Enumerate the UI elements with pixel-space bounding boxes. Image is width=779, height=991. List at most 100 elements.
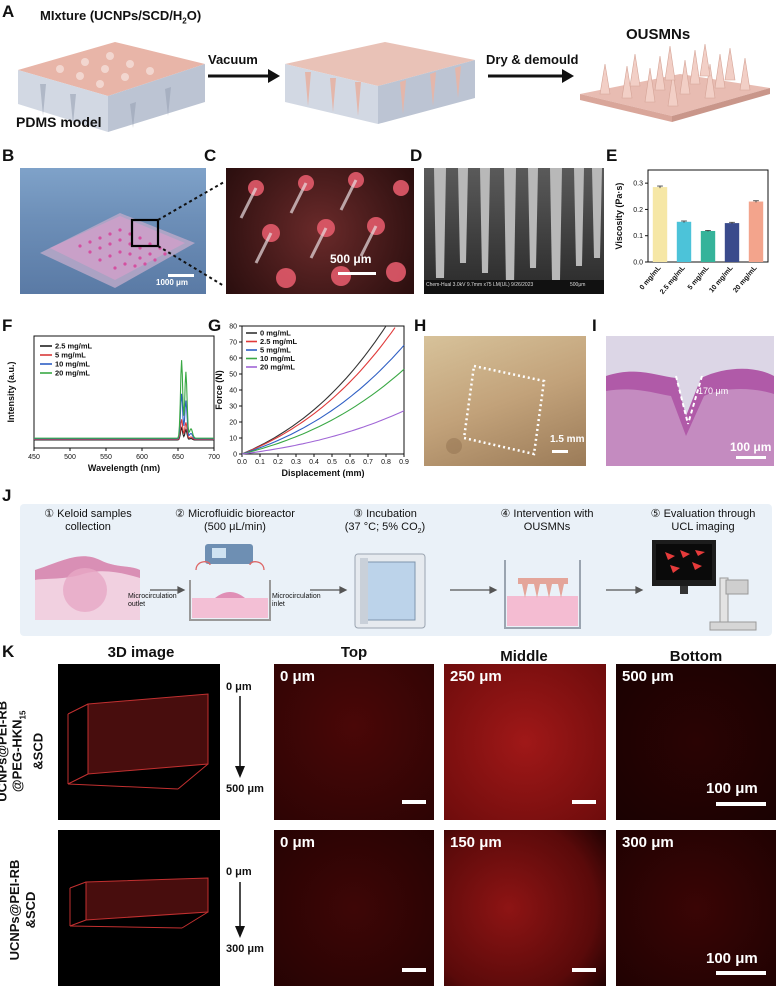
legend-label: 2.5 mg/mL	[55, 342, 93, 351]
y-tick-label: 0	[233, 452, 237, 459]
x-axis-label: Displacement (mm)	[281, 468, 364, 478]
panel-label-j: J	[2, 486, 12, 505]
pdms-mold-vacuum	[285, 42, 475, 124]
header-3d: 3D image	[107, 644, 175, 661]
scale-bar	[402, 800, 426, 804]
y-tick-label: 60	[229, 356, 237, 363]
x-tick-label: 20 mg/mL	[732, 264, 759, 294]
bar	[748, 201, 764, 262]
row1-axis-bottom: 500 μm	[226, 783, 264, 795]
x-tick-label: 0.9	[399, 459, 409, 466]
series-line	[34, 360, 214, 439]
3d-box	[69, 877, 209, 929]
x-tick-label: 600	[136, 454, 148, 461]
scale-label: 100 μm	[706, 780, 758, 797]
scale-label: 500 μm	[330, 252, 372, 266]
panel-label-h: H	[414, 316, 427, 335]
scale-bar	[402, 968, 426, 972]
arrow-vacuum	[208, 69, 280, 83]
scale-label: 1.5 mm	[550, 434, 585, 445]
x-tick-label: 0.2	[273, 459, 283, 466]
x-tick-label: 500	[64, 454, 76, 461]
inlet-label: Microcirculation inlet	[272, 593, 321, 608]
scale-label: 100 μm	[706, 950, 758, 967]
vacuum-label: Vacuum	[208, 52, 258, 67]
plot-frame	[33, 335, 215, 449]
panel-label-d: D	[410, 146, 423, 165]
legend-label: 5 mg/mL	[260, 346, 291, 355]
pdms-mold-filled	[18, 42, 205, 132]
x-tick-label: 0.7	[363, 459, 373, 466]
row2-3d-image	[58, 830, 220, 986]
pdms-label: PDMS model	[16, 114, 102, 130]
x-tick-label: 0.4	[309, 459, 319, 466]
x-tick-label: 5 mg/mL	[687, 264, 711, 291]
series-line	[241, 325, 387, 455]
x-tick-label: 2.5 mg/mL	[659, 264, 687, 296]
panel-label-e: E	[606, 146, 618, 165]
chart-g-force: 0.0 0.1 0.2 0.3 0.4 0.5 0.6 0.7 0.8 0.9 0 10 20 30 40 5…	[214, 324, 409, 479]
y-tick-label: 30	[229, 404, 237, 411]
panel-label-a: A	[2, 2, 15, 21]
scale-bar	[338, 272, 376, 275]
series-line	[241, 410, 405, 455]
x-tick-label: 0.8	[381, 459, 391, 466]
row1-3d-image	[58, 664, 220, 820]
scale-label: 1000 μm	[156, 278, 189, 287]
bar	[652, 187, 668, 262]
chart-f-intensity: 450 500 550 600 650 700 Wavelength (nm) Intensi…	[6, 335, 220, 473]
keloid-tissue-icon	[35, 556, 140, 620]
panel-label-f: F	[2, 316, 13, 335]
scale-bar	[716, 802, 766, 806]
panel-label-g: G	[208, 316, 222, 335]
step-2-label: ② Microfluidic bioreactor (500 μL/min)	[175, 508, 295, 533]
header-middle: Middle	[500, 648, 548, 665]
mixture-label: MIxture (UCNPs/SCD/H2O)	[40, 8, 202, 26]
incubator-icon	[354, 553, 426, 629]
y-tick-label: 70	[229, 340, 237, 347]
series-line	[241, 327, 396, 455]
ousmns-label: OUSMNs	[626, 26, 691, 43]
bar	[676, 221, 692, 262]
zoom-lines	[157, 181, 225, 287]
row2-sample-name: UCNPs@PEI-RB &SCD	[7, 859, 38, 961]
y-tick-label: 0.3	[633, 181, 643, 188]
he-stain	[606, 368, 774, 466]
intervention-well-icon	[504, 560, 581, 629]
panel-d-sem: Chem-Hual 3.0kV 9.7mm x75 LM(UL) 9/26/20…	[424, 168, 604, 294]
y-tick-label: 50	[229, 372, 237, 379]
series-line	[241, 344, 405, 455]
y-tick-label: 0.1	[633, 233, 643, 240]
y-tick-label: 40	[229, 388, 237, 395]
y-axis-label: Intensity (a.u.)	[6, 361, 16, 422]
legend-label: 0 mg/mL	[260, 329, 291, 338]
x-tick-label: 700	[208, 454, 220, 461]
step-5-label: ⑤ Evaluation through UCL imaging	[650, 508, 756, 533]
row2-middle-image: 150 μm	[444, 830, 606, 986]
bar	[700, 230, 716, 262]
x-tick-label: 550	[100, 454, 112, 461]
x-tick-label: 0 mg/mL	[639, 264, 663, 291]
scale-bar	[168, 274, 194, 277]
row2-axis-top: 0 μm	[226, 866, 252, 878]
scale-bar	[736, 456, 766, 459]
row1-top-image: 0 μm	[274, 664, 434, 820]
legend-label: 20 mg/mL	[55, 369, 90, 378]
skin-patch-mark	[446, 364, 546, 456]
sem-scale: 500μm	[570, 282, 586, 288]
step-1-label: ① Keloid samples collection	[44, 508, 132, 533]
workflow-illustrations	[35, 540, 757, 631]
x-tick-label: 450	[28, 454, 40, 461]
x-tick-label: 0.3	[291, 459, 301, 466]
row1-bottom-image: 500 μm 100 μm	[616, 664, 776, 820]
panel-label-i: I	[592, 316, 597, 335]
row2-axis-bottom: 300 μm	[226, 943, 264, 955]
ousmns-array	[580, 43, 770, 122]
panel-c-photo: 500 μm	[226, 168, 414, 294]
legend-label: 5 mg/mL	[55, 351, 86, 360]
scale-label: 100 μm	[730, 440, 772, 454]
panel-label-c: C	[204, 146, 217, 165]
sem-info: Chem-Hual 3.0kV 9.7mm x75 LM(UL) 9/26/20…	[426, 282, 534, 288]
panel-i-histology: 170 μm 100 μm	[606, 336, 774, 466]
scale-bar	[552, 450, 568, 453]
